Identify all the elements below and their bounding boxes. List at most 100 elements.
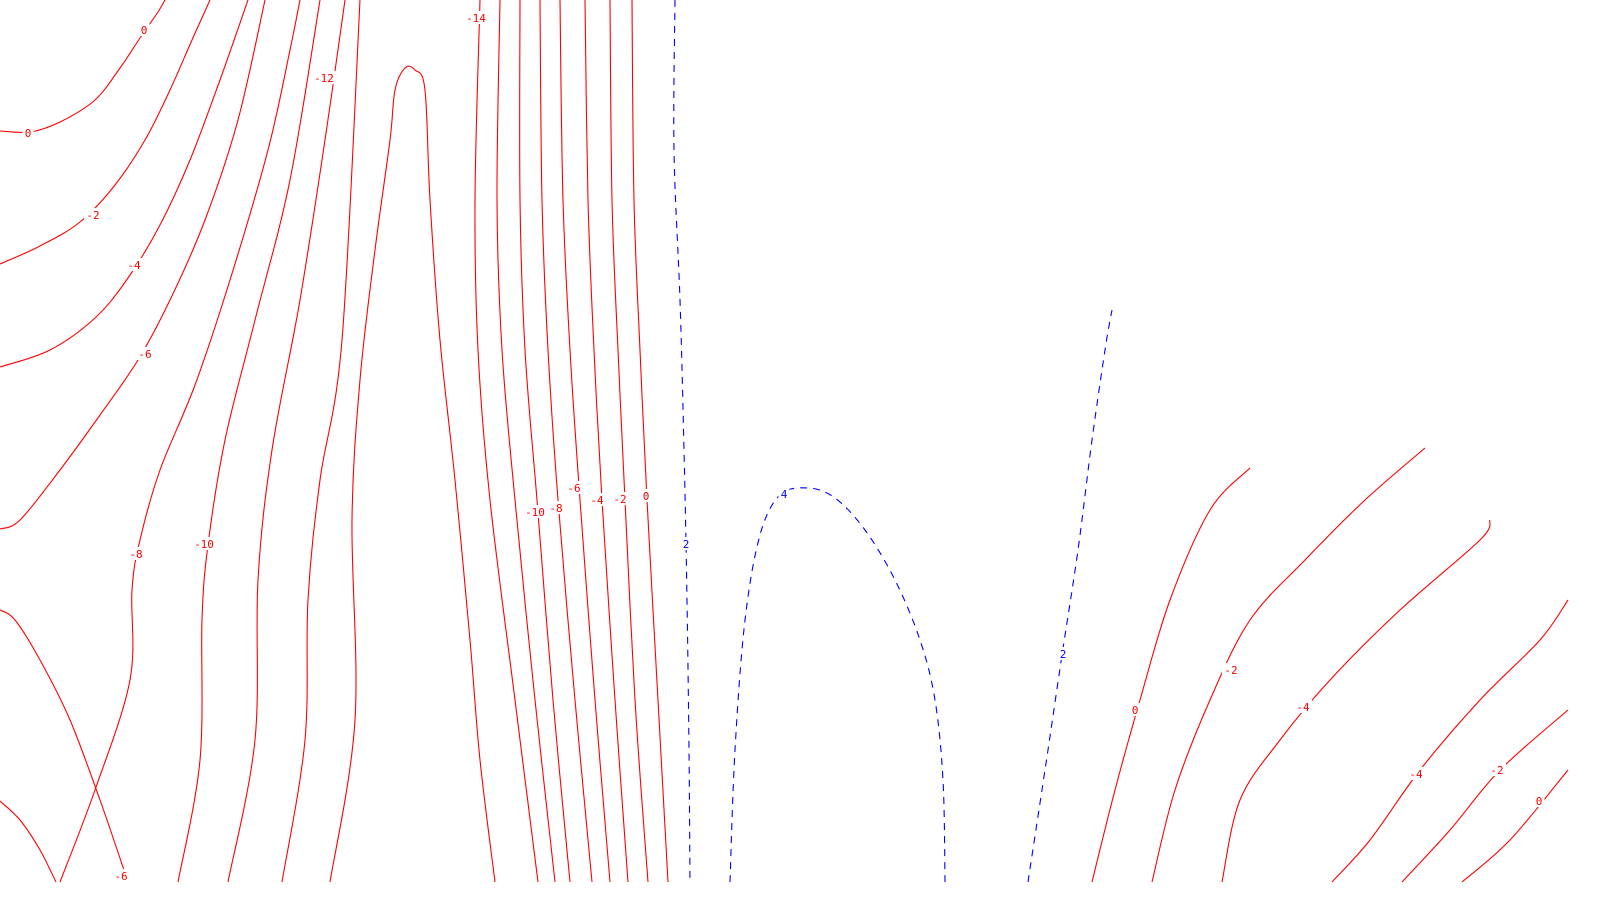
contour-line-level-0-27 xyxy=(1461,769,1569,883)
contour-line-level-neg4-25 xyxy=(1331,599,1569,883)
contour-line-level-2-21 xyxy=(1027,309,1113,883)
contour-label-10: -10 xyxy=(522,505,548,519)
contour-line-level-neg6-9 xyxy=(0,800,57,883)
contour-label-13: -4 xyxy=(588,493,606,507)
contour-line-level-neg4-24 xyxy=(1221,519,1491,883)
contour-label-text: -4 xyxy=(1296,701,1310,714)
contour-label-12: -6 xyxy=(565,481,583,495)
contour-label-text: 0 xyxy=(1132,704,1139,717)
contour-label-6: -10 xyxy=(191,537,217,551)
contour-line-level-neg8-4 xyxy=(59,0,301,883)
contour-line-level-neg14-7 xyxy=(281,0,361,883)
contour-label-background xyxy=(1057,647,1069,660)
contour-label-14: -2 xyxy=(611,492,629,506)
contour-label-background xyxy=(311,71,337,84)
contour-line-level-neg12-12 xyxy=(496,0,556,883)
contour-label-5: -8 xyxy=(127,547,145,561)
contour-label-22: -4 xyxy=(1407,767,1425,781)
contour-lines xyxy=(0,0,1569,883)
contour-label-text: -4 xyxy=(1409,768,1423,781)
contour-label-text: -2 xyxy=(1224,664,1237,677)
contour-label-background xyxy=(680,537,692,550)
contour-label-21: -4 xyxy=(1294,700,1312,714)
contour-label-text: 0 xyxy=(141,24,148,37)
contour-labels: 00-2-4-6-8-10-12-14-6-10 -8-6-4 -2 02420-2-… xyxy=(22,11,1545,883)
contour-label-text: 0 xyxy=(25,127,32,140)
contour-label-9: -6 xyxy=(112,869,130,883)
contour-line-level-neg14-11 xyxy=(474,0,539,883)
contour-line-level-neg6-15 xyxy=(559,0,611,883)
contour-line-level-neg8-14 xyxy=(539,0,593,883)
contour-label-text: -14 xyxy=(466,12,486,25)
contour-label-background xyxy=(588,493,606,506)
contour-label-background xyxy=(1294,700,1312,713)
contour-line-level-0-18 xyxy=(631,0,669,883)
contour-label-23: -2 xyxy=(1488,763,1506,777)
contour-label-16: 2 xyxy=(680,537,692,551)
contour-label-text: -6 xyxy=(114,870,127,883)
contour-label-background xyxy=(778,487,790,500)
contour-label-15: 0 xyxy=(640,489,652,503)
contour-label-19: 0 xyxy=(1129,703,1141,717)
contour-label-text: -2 xyxy=(613,493,626,506)
contour-label-7: -12 xyxy=(311,71,337,85)
contour-label-background xyxy=(191,537,217,550)
contour-label-text: -4 xyxy=(590,494,604,507)
contour-label-background xyxy=(1129,703,1141,716)
contour-label-background xyxy=(1222,663,1240,676)
contour-line-level-neg6-3 xyxy=(0,0,266,530)
contour-label-8: -14 xyxy=(463,11,489,25)
contour-label-text: -10 xyxy=(525,506,545,519)
contour-label-background xyxy=(522,505,548,518)
contour-line-level-neg10-5 xyxy=(177,0,321,883)
contour-line-level-neg8-8 xyxy=(0,609,129,883)
contour-label-text: 2 xyxy=(1060,648,1067,661)
contour-label-background xyxy=(547,501,565,514)
contour-label-text: -4 xyxy=(127,259,141,272)
contour-label-0: 0 xyxy=(138,23,150,37)
contour-label-4: -6 xyxy=(136,347,154,361)
contour-line-level-neg14-10 xyxy=(329,65,496,883)
contour-label-background xyxy=(125,258,143,271)
contour-label-24: 0 xyxy=(1533,794,1545,808)
contour-label-background xyxy=(611,492,629,505)
contour-label-text: -6 xyxy=(567,482,580,495)
contour-line-level-neg2-23 xyxy=(1151,447,1426,883)
contour-label-background xyxy=(138,23,150,36)
contour-line-level-neg2-1 xyxy=(0,0,211,265)
contour-label-text: -6 xyxy=(138,348,151,361)
contour-label-background xyxy=(22,126,34,139)
contour-line-level-neg2-17 xyxy=(609,0,649,883)
contour-label-background xyxy=(112,869,130,882)
contour-label-background xyxy=(136,347,154,360)
contour-label-17: 4 xyxy=(778,487,790,501)
contour-label-text: -2 xyxy=(1490,764,1503,777)
contour-label-3: -4 xyxy=(125,258,143,272)
contour-label-background xyxy=(1407,767,1425,780)
contour-line-level-neg2-26 xyxy=(1401,709,1569,883)
contour-label-18: 2 xyxy=(1057,647,1069,661)
contour-line-level-2-19 xyxy=(673,0,691,883)
contour-label-text: 0 xyxy=(1536,795,1543,808)
contour-label-background xyxy=(463,11,489,24)
contour-line-level-4-20 xyxy=(729,487,946,883)
contour-label-text: -12 xyxy=(314,72,334,85)
contour-label-text: -8 xyxy=(549,502,562,515)
contour-label-11: -8 xyxy=(547,501,565,515)
contour-line-level-neg4-2 xyxy=(0,0,249,368)
contour-label-text: -8 xyxy=(129,548,142,561)
contour-label-2: -2 xyxy=(84,208,102,222)
contour-label-text: 4 xyxy=(781,488,788,501)
contour-label-text: 2 xyxy=(683,538,690,551)
contour-label-background xyxy=(1533,794,1545,807)
contour-line-level-neg10-13 xyxy=(519,0,571,883)
contour-label-background xyxy=(640,489,652,502)
contour-line-level-neg4-16 xyxy=(584,0,629,883)
contour-label-text: -10 xyxy=(194,538,214,551)
contour-label-background xyxy=(565,481,583,494)
contour-label-20: -2 xyxy=(1222,663,1240,677)
contour-label-background xyxy=(127,547,145,560)
contour-label-text: 0 xyxy=(643,490,650,503)
